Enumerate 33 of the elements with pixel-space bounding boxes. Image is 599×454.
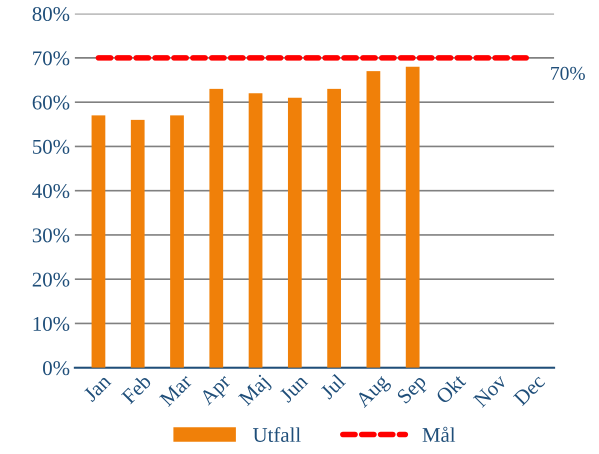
x-tick-label: Mar	[159, 373, 193, 408]
x-tick-label: Jun	[278, 373, 309, 404]
y-tick-label: 60%	[32, 96, 70, 110]
bar	[209, 88, 224, 368]
bar	[92, 115, 106, 368]
x-tick-label: Jul	[319, 372, 346, 400]
data-label: 70%	[551, 66, 585, 80]
x-tick-label: Nov	[472, 373, 508, 408]
bar	[327, 88, 341, 368]
x-tick-label: Maj	[238, 374, 273, 410]
y-tick-label: 0%	[43, 361, 70, 376]
bar	[130, 120, 145, 368]
y-tick-label: 40%	[32, 184, 70, 198]
x-tick-label: Aug	[354, 373, 392, 412]
y-tick-label: 10%	[34, 316, 70, 331]
legend-label: Utfall	[253, 427, 301, 442]
y-tick-label: 50%	[33, 140, 70, 154]
x-tick-label: Jan	[82, 373, 112, 402]
bar	[288, 98, 302, 368]
bar	[406, 66, 420, 368]
y-tick-label: 70%	[33, 51, 70, 66]
y-tick-label: 20%	[32, 272, 70, 287]
y-tick-label: 30%	[32, 228, 70, 242]
bar	[248, 93, 262, 368]
x-tick-label: Feb	[120, 373, 152, 405]
bar	[170, 115, 184, 368]
x-tick-label: Okt	[434, 372, 467, 404]
legend-label: Mål	[422, 426, 456, 442]
x-tick-label: Dec	[512, 374, 546, 406]
x-tick-label: Apr	[198, 373, 234, 409]
y-tick-label: 80%	[32, 6, 70, 22]
x-tick-label: Sep	[396, 374, 430, 408]
bar	[366, 71, 380, 368]
